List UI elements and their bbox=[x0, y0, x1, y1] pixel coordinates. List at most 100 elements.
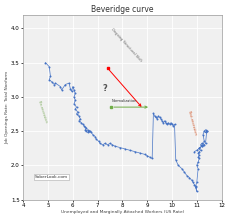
Point bbox=[48, 74, 52, 78]
Point bbox=[199, 142, 203, 145]
Point bbox=[194, 181, 198, 184]
Point bbox=[184, 174, 188, 177]
Point bbox=[98, 142, 101, 145]
Point bbox=[68, 87, 72, 90]
Point bbox=[72, 95, 76, 99]
Point bbox=[153, 116, 157, 119]
Point bbox=[145, 154, 148, 157]
Point bbox=[160, 119, 163, 123]
Point bbox=[78, 117, 82, 120]
Point bbox=[197, 147, 200, 150]
Point bbox=[103, 142, 106, 145]
Text: Post-recession: Post-recession bbox=[186, 110, 197, 136]
Title: Beveridge curve: Beveridge curve bbox=[91, 5, 153, 14]
Text: SoberLook.com: SoberLook.com bbox=[35, 175, 68, 179]
Point bbox=[77, 119, 80, 123]
Point bbox=[100, 143, 104, 147]
Point bbox=[82, 124, 85, 127]
Point bbox=[203, 131, 207, 134]
Point bbox=[192, 183, 195, 186]
Point bbox=[52, 83, 56, 86]
Point bbox=[179, 167, 183, 171]
Text: Ongoing Structural Shift: Ongoing Structural Shift bbox=[109, 27, 142, 63]
Point bbox=[193, 185, 196, 189]
Text: Normalization: Normalization bbox=[112, 99, 137, 103]
Point bbox=[83, 128, 87, 131]
Point bbox=[74, 105, 78, 109]
Point bbox=[85, 131, 89, 134]
Point bbox=[108, 142, 111, 145]
Point bbox=[198, 148, 202, 152]
Point bbox=[93, 135, 97, 138]
Point bbox=[163, 121, 167, 125]
Point bbox=[204, 129, 208, 133]
Point bbox=[117, 146, 121, 149]
Point bbox=[89, 131, 93, 134]
Point bbox=[67, 81, 71, 85]
Point bbox=[142, 153, 146, 156]
Point bbox=[47, 78, 51, 81]
Point bbox=[137, 151, 141, 155]
Point bbox=[158, 117, 162, 120]
Point bbox=[47, 65, 51, 69]
Point bbox=[195, 155, 199, 159]
Point bbox=[189, 179, 193, 182]
Point bbox=[172, 122, 176, 126]
Point bbox=[113, 144, 116, 148]
Point bbox=[90, 133, 94, 136]
Point bbox=[151, 111, 155, 115]
Point bbox=[194, 164, 198, 167]
Y-axis label: Job Openings Rate: Total Nonfarm: Job Openings Rate: Total Nonfarm bbox=[5, 71, 9, 144]
Point bbox=[182, 170, 185, 174]
Point bbox=[72, 102, 76, 105]
Point bbox=[87, 129, 90, 133]
Point bbox=[195, 151, 199, 155]
Point bbox=[58, 85, 62, 88]
Point bbox=[193, 184, 196, 188]
Point bbox=[73, 107, 77, 111]
Point bbox=[202, 129, 205, 133]
Point bbox=[71, 85, 74, 88]
Point bbox=[194, 148, 198, 152]
Text: Pre-recession: Pre-recession bbox=[37, 100, 48, 124]
Point bbox=[187, 176, 190, 179]
Point bbox=[84, 127, 88, 130]
Point bbox=[194, 190, 198, 193]
Point bbox=[152, 114, 156, 118]
Point bbox=[197, 157, 200, 160]
Point bbox=[72, 88, 76, 92]
Point bbox=[197, 150, 200, 153]
Point bbox=[128, 148, 131, 152]
Point bbox=[74, 112, 78, 116]
Point bbox=[202, 140, 205, 143]
Point bbox=[168, 121, 172, 125]
Point bbox=[204, 129, 208, 133]
Point bbox=[197, 147, 200, 150]
Point bbox=[199, 144, 203, 148]
Point bbox=[200, 133, 204, 136]
Point bbox=[79, 121, 83, 125]
Point bbox=[50, 80, 53, 83]
Point bbox=[203, 142, 207, 145]
Point bbox=[197, 153, 200, 157]
Point bbox=[63, 83, 67, 86]
Point bbox=[203, 128, 207, 131]
Point bbox=[195, 160, 199, 164]
Point bbox=[157, 116, 161, 119]
Point bbox=[156, 114, 160, 118]
Point bbox=[69, 90, 73, 93]
Point bbox=[169, 122, 173, 126]
Point bbox=[176, 164, 179, 167]
Point bbox=[173, 158, 177, 162]
Point bbox=[76, 110, 79, 114]
Point bbox=[88, 129, 92, 133]
Point bbox=[162, 119, 166, 123]
Point bbox=[150, 157, 153, 160]
Point bbox=[155, 117, 158, 120]
Point bbox=[77, 114, 80, 118]
Point bbox=[73, 99, 77, 102]
X-axis label: Unemployed and Marginally Attached Workers (US Rate): Unemployed and Marginally Attached Worke… bbox=[60, 210, 183, 214]
Point bbox=[83, 125, 87, 129]
Point bbox=[147, 155, 151, 159]
Point bbox=[166, 121, 169, 125]
